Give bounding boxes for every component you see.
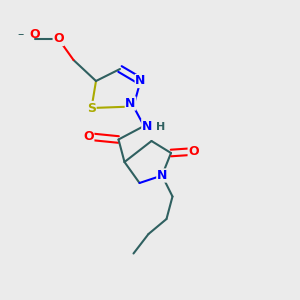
Text: N: N [157, 169, 167, 182]
Text: –: – [18, 28, 24, 41]
Text: S: S [87, 101, 96, 115]
Text: O: O [29, 28, 40, 41]
Text: O: O [53, 32, 64, 46]
Text: O: O [188, 145, 199, 158]
Text: O: O [83, 130, 94, 143]
Text: H: H [156, 122, 165, 133]
Text: N: N [142, 119, 152, 133]
Text: N: N [125, 97, 136, 110]
Text: N: N [135, 74, 146, 88]
